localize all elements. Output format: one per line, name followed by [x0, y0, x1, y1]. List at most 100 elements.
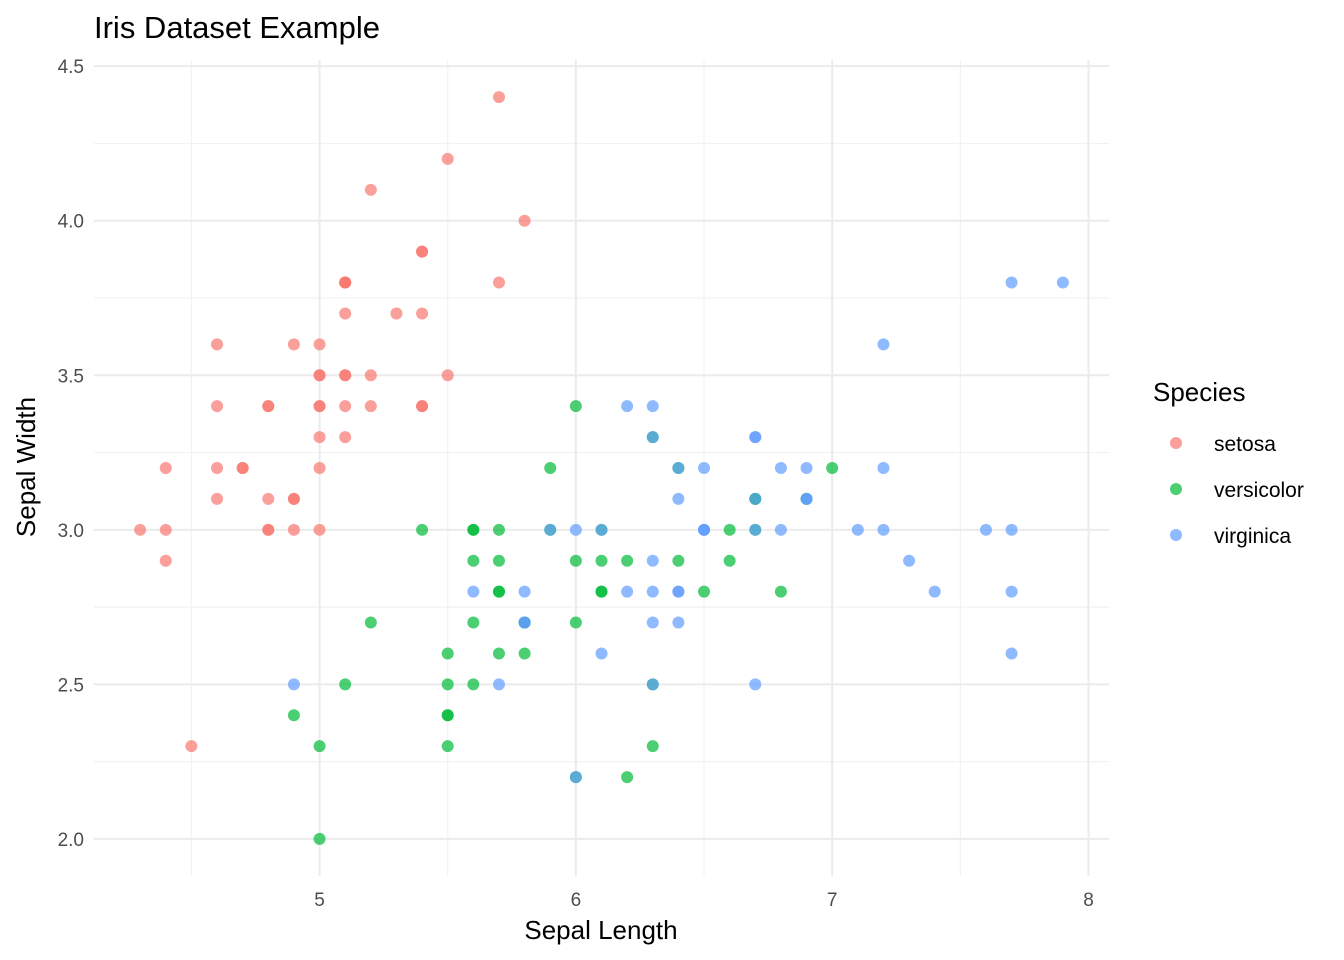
point-virginica — [569, 523, 582, 536]
x-tick-label: 7 — [827, 890, 838, 911]
point-setosa — [492, 276, 505, 289]
legend-label-virginica: virginica — [1214, 525, 1291, 548]
y-tick-label: 2.5 — [58, 675, 84, 696]
y-axis-title: Sepal Width — [11, 397, 41, 537]
point-versicolor — [723, 554, 736, 567]
point-setosa — [339, 369, 352, 382]
point-virginica — [851, 523, 864, 536]
point-versicolor — [698, 585, 711, 598]
point-versicolor — [467, 523, 480, 536]
point-virginica — [569, 771, 582, 784]
point-setosa — [262, 523, 275, 536]
point-setosa — [364, 369, 377, 382]
point-virginica — [621, 400, 634, 413]
point-virginica — [672, 462, 685, 474]
point-virginica — [877, 523, 890, 536]
point-setosa — [441, 152, 454, 165]
point-virginica — [646, 585, 659, 598]
legend-key-versicolor — [1170, 483, 1182, 495]
point-virginica — [492, 678, 505, 691]
point-setosa — [364, 183, 377, 196]
point-versicolor — [621, 554, 634, 567]
grid — [94, 60, 1109, 876]
point-virginica — [877, 462, 890, 474]
point-virginica — [672, 492, 685, 505]
point-versicolor — [492, 523, 505, 536]
point-setosa — [211, 338, 224, 351]
point-setosa — [159, 554, 172, 567]
point-virginica — [979, 523, 992, 536]
y-tick-label: 3.0 — [58, 521, 84, 542]
point-versicolor — [492, 647, 505, 660]
point-setosa — [339, 400, 352, 413]
point-virginica — [518, 616, 531, 629]
point-virginica — [749, 678, 762, 691]
point-versicolor — [826, 462, 839, 474]
point-versicolor — [467, 554, 480, 567]
point-virginica — [1005, 523, 1018, 536]
points — [134, 91, 1069, 845]
point-setosa — [518, 214, 531, 227]
point-setosa — [262, 400, 275, 413]
point-virginica — [544, 523, 557, 536]
point-versicolor — [441, 678, 454, 691]
point-setosa — [390, 307, 403, 320]
point-versicolor — [518, 647, 531, 660]
point-versicolor — [467, 616, 480, 629]
point-virginica — [595, 647, 608, 660]
x-axis-title: Sepal Length — [524, 915, 677, 945]
point-virginica — [646, 616, 659, 629]
point-virginica — [698, 523, 711, 536]
point-virginica — [1005, 585, 1018, 598]
point-versicolor — [313, 832, 326, 845]
point-setosa — [339, 307, 352, 320]
point-versicolor — [723, 523, 736, 536]
point-setosa — [211, 462, 224, 474]
legend-title: Species — [1153, 377, 1246, 407]
point-setosa — [236, 462, 249, 474]
point-versicolor — [339, 678, 352, 691]
x-tick-label: 6 — [571, 890, 582, 911]
point-setosa — [416, 307, 429, 320]
point-setosa — [313, 462, 326, 474]
point-virginica — [774, 462, 787, 474]
point-virginica — [903, 554, 916, 567]
y-tick-label: 4.0 — [58, 212, 84, 233]
point-virginica — [518, 585, 531, 598]
point-virginica — [287, 678, 300, 691]
point-virginica — [749, 492, 762, 505]
point-setosa — [492, 91, 505, 104]
point-setosa — [339, 276, 352, 289]
point-versicolor — [672, 554, 685, 567]
point-virginica — [621, 585, 634, 598]
point-versicolor — [441, 647, 454, 660]
point-setosa — [313, 338, 326, 351]
point-versicolor — [364, 616, 377, 629]
point-versicolor — [774, 585, 787, 598]
legend-key-virginica — [1170, 529, 1182, 541]
point-virginica — [1056, 276, 1069, 289]
point-setosa — [287, 338, 300, 351]
point-setosa — [287, 523, 300, 536]
point-virginica — [749, 431, 762, 444]
point-virginica — [467, 585, 480, 598]
point-virginica — [646, 400, 659, 413]
x-tick-label: 8 — [1083, 890, 1094, 911]
point-versicolor — [569, 554, 582, 567]
point-versicolor — [595, 585, 608, 598]
point-setosa — [416, 245, 429, 258]
point-versicolor — [569, 400, 582, 413]
point-setosa — [211, 400, 224, 413]
point-setosa — [134, 523, 147, 536]
y-tick-label: 3.5 — [58, 366, 84, 387]
point-setosa — [159, 523, 172, 536]
point-virginica — [698, 462, 711, 474]
legend: Species setosa versicolor virginica — [1153, 377, 1304, 548]
point-virginica — [800, 462, 813, 474]
point-setosa — [364, 400, 377, 413]
point-setosa — [185, 740, 198, 753]
point-virginica — [800, 492, 813, 505]
point-versicolor — [621, 771, 634, 784]
point-virginica — [595, 523, 608, 536]
point-virginica — [877, 338, 890, 351]
